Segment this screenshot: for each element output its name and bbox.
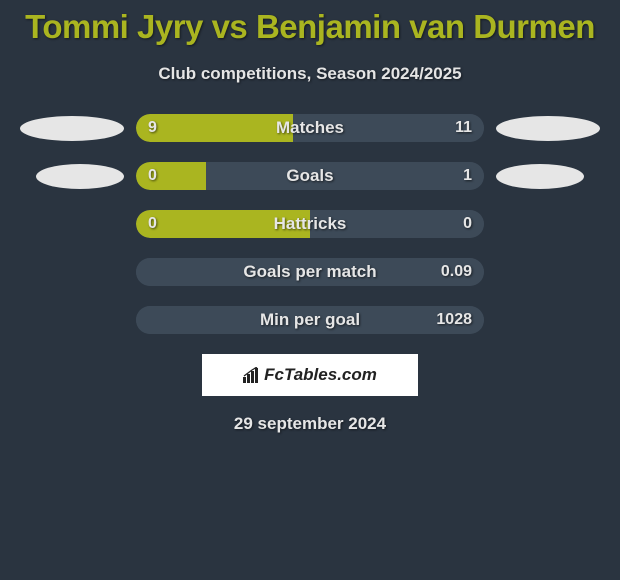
player-ellipse-right	[496, 164, 584, 189]
bar-track: Min per goal 1028	[136, 306, 484, 334]
page-title: Tommi Jyry vs Benjamin van Durmen	[0, 0, 620, 46]
player-ellipse-left	[36, 164, 124, 189]
bar-label: Goals per match	[243, 262, 376, 282]
bar-value-left: 0	[148, 215, 157, 233]
player-ellipse-right	[496, 116, 600, 141]
logo-text: FcTables.com	[243, 365, 377, 385]
bar-value-right: 1	[463, 167, 472, 185]
bar-track: 0 Goals 1	[136, 162, 484, 190]
bar-label: Goals	[286, 166, 333, 186]
subtitle: Club competitions, Season 2024/2025	[0, 64, 620, 84]
bars-icon	[243, 367, 261, 383]
bar-value-right: 11	[455, 119, 472, 137]
stat-row: 9 Matches 11	[0, 114, 620, 142]
bar-track: 0 Hattricks 0	[136, 210, 484, 238]
spacer	[20, 212, 136, 237]
bar-value-right: 0.09	[441, 263, 472, 281]
logo-label: FcTables.com	[264, 365, 377, 385]
date-label: 29 september 2024	[0, 414, 620, 434]
stat-row: Min per goal 1028	[0, 306, 620, 334]
player-ellipse-left	[20, 116, 124, 141]
spacer	[484, 260, 600, 285]
stat-row: 0 Hattricks 0	[0, 210, 620, 238]
bar-track: 9 Matches 11	[136, 114, 484, 142]
spacer	[484, 212, 600, 237]
stat-row: Goals per match 0.09	[0, 258, 620, 286]
bar-track: Goals per match 0.09	[136, 258, 484, 286]
bar-label: Min per goal	[260, 310, 360, 330]
spacer	[484, 308, 600, 333]
spacer	[20, 260, 136, 285]
bar-value-right: 1028	[436, 311, 472, 329]
stat-row: 0 Goals 1	[0, 162, 620, 190]
bar-label: Matches	[276, 118, 344, 138]
bar-fill-left	[136, 114, 293, 142]
bar-label: Hattricks	[274, 214, 347, 234]
bar-value-left: 0	[148, 167, 157, 185]
bar-fill-left	[136, 162, 206, 190]
bar-value-left: 9	[148, 119, 157, 137]
logo-box: FcTables.com	[202, 354, 418, 396]
spacer	[20, 308, 136, 333]
bar-fill-right	[206, 162, 484, 190]
bar-value-right: 0	[463, 215, 472, 233]
comparison-chart: 9 Matches 11 0 Goals 1 0 Hattricks 0 Goals per ma…	[0, 114, 620, 334]
